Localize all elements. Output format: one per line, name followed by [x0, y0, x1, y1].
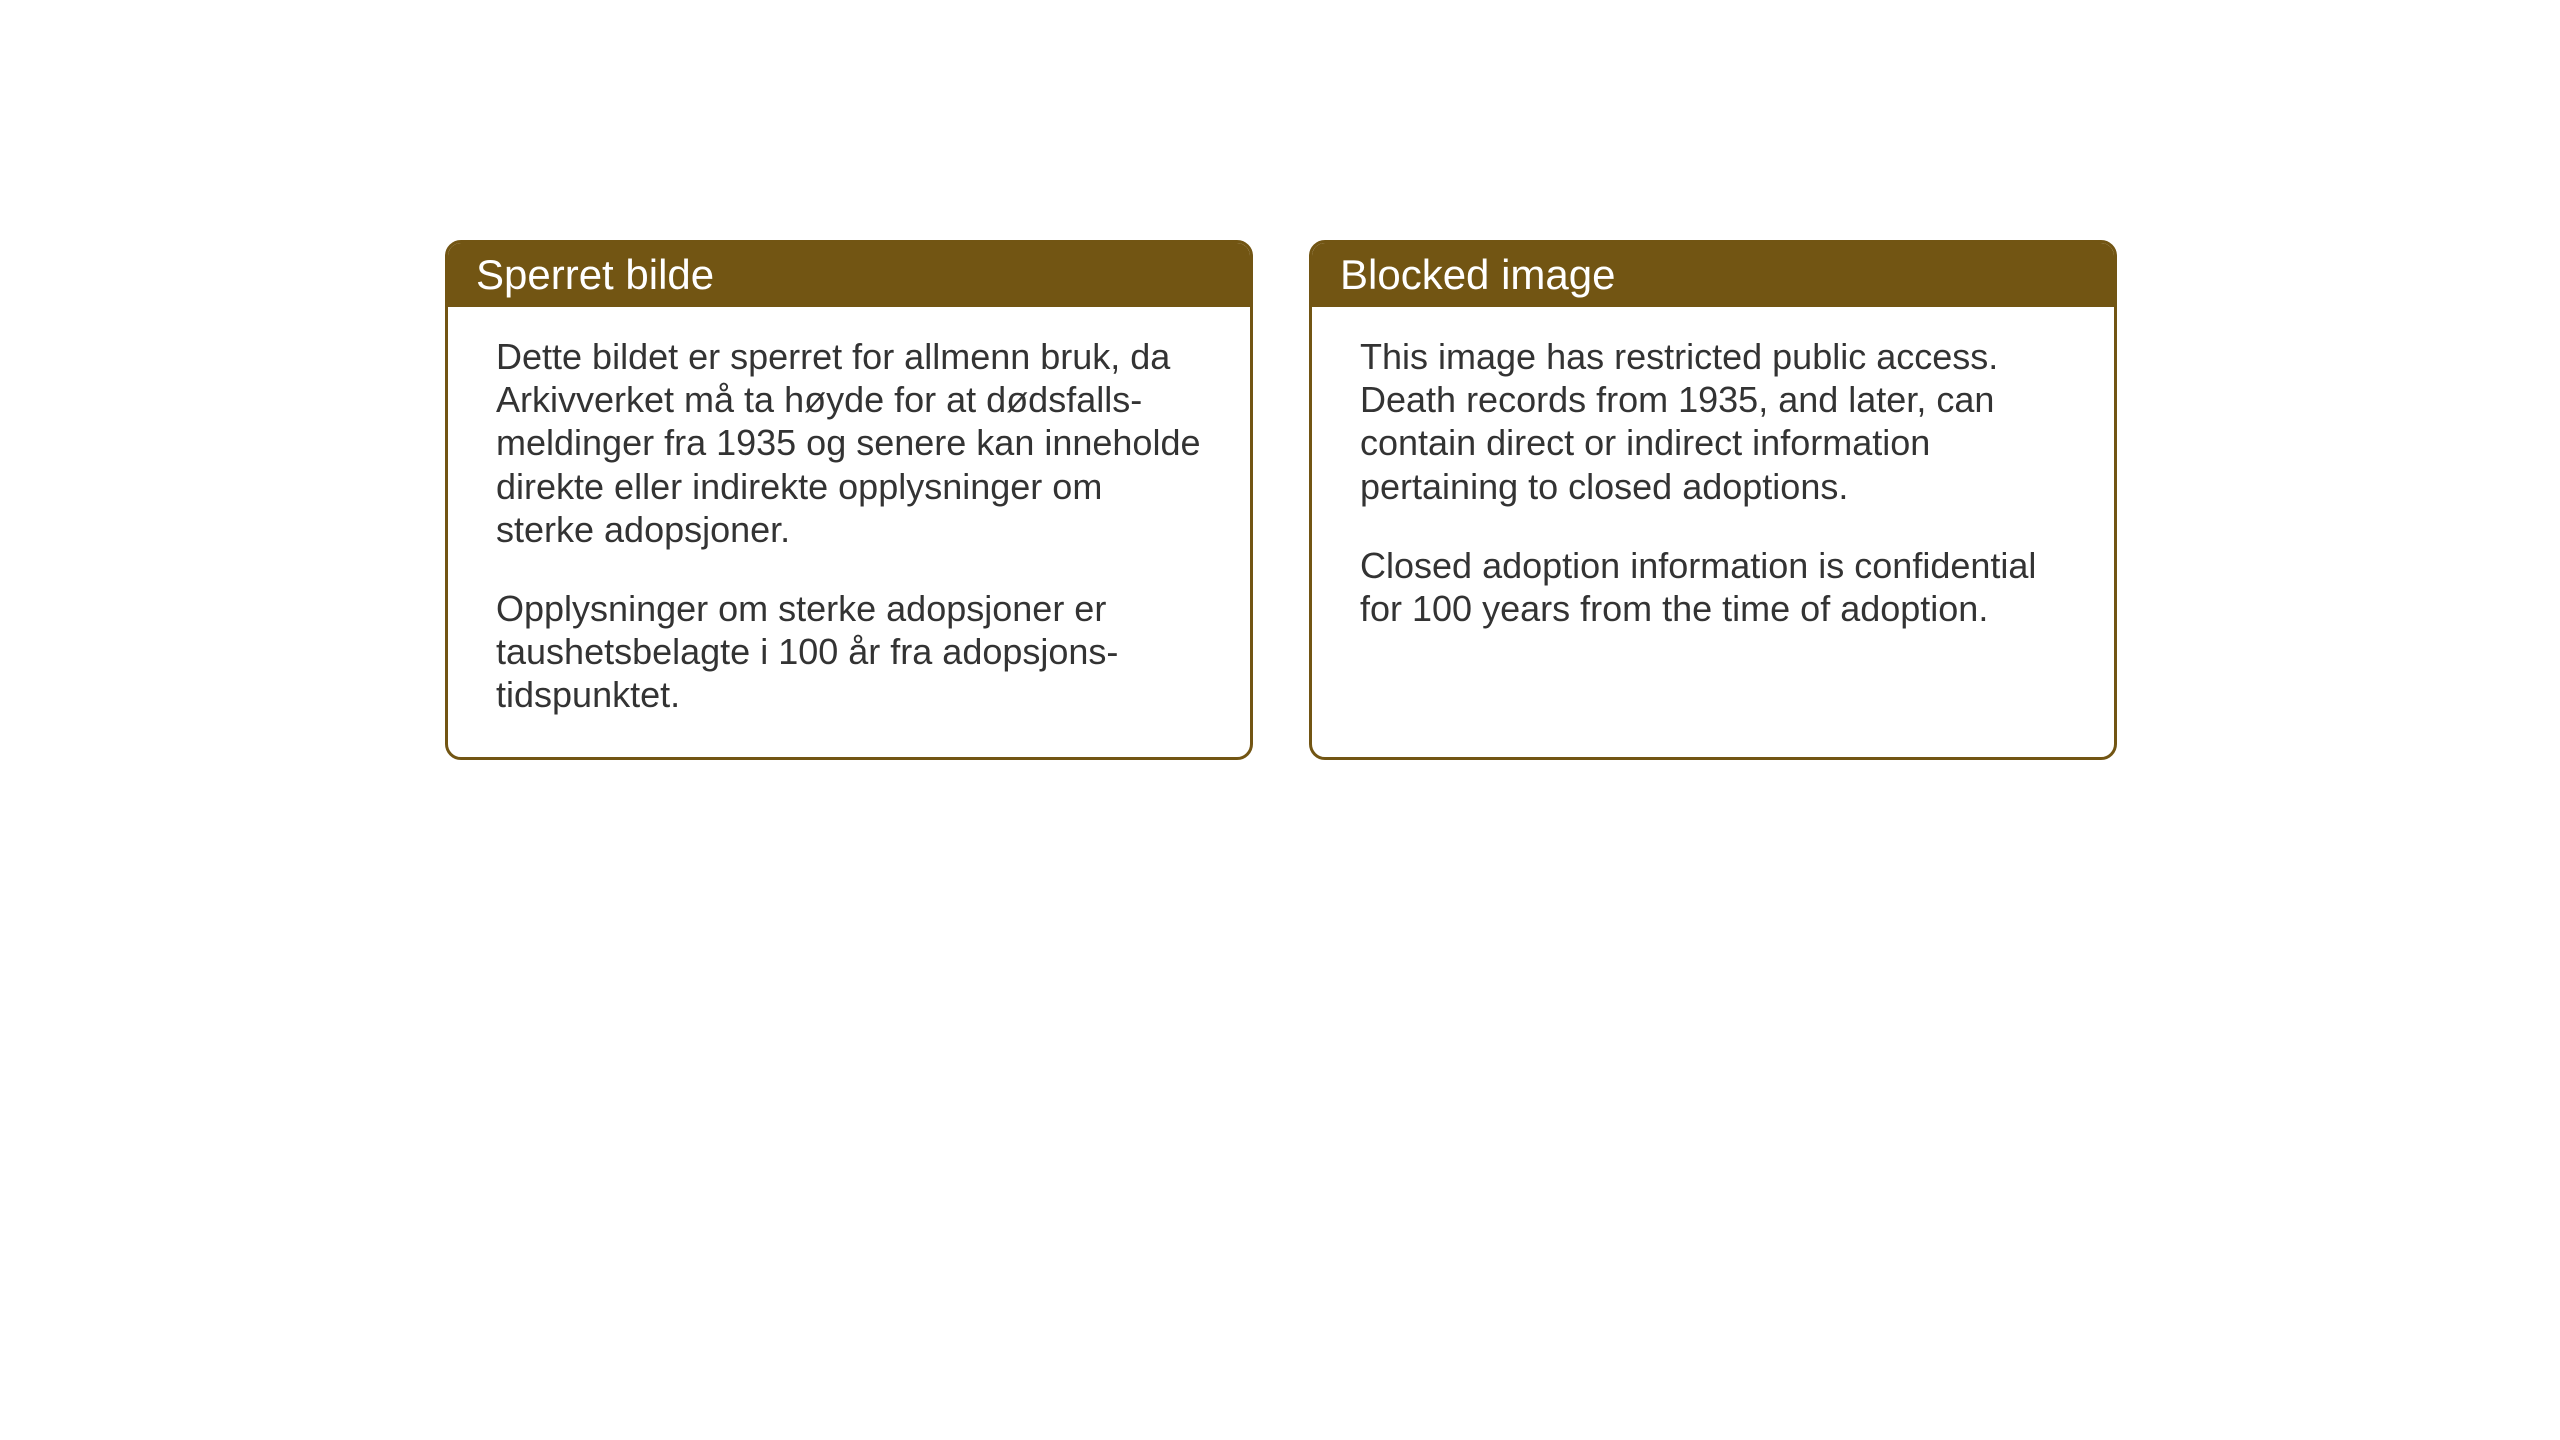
notice-title-norwegian: Sperret bilde — [476, 251, 714, 298]
notice-header-norwegian: Sperret bilde — [448, 243, 1250, 307]
notice-title-english: Blocked image — [1340, 251, 1615, 298]
notice-paragraph-1-english: This image has restricted public access.… — [1360, 335, 2066, 508]
notice-box-norwegian: Sperret bilde Dette bildet er sperret fo… — [445, 240, 1253, 760]
notice-body-norwegian: Dette bildet er sperret for allmenn bruk… — [448, 307, 1250, 757]
notice-paragraph-1-norwegian: Dette bildet er sperret for allmenn bruk… — [496, 335, 1202, 551]
notices-container: Sperret bilde Dette bildet er sperret fo… — [445, 240, 2117, 760]
notice-body-english: This image has restricted public access.… — [1312, 307, 2114, 670]
notice-paragraph-2-norwegian: Opplysninger om sterke adopsjoner er tau… — [496, 587, 1202, 717]
notice-paragraph-2-english: Closed adoption information is confident… — [1360, 544, 2066, 630]
notice-box-english: Blocked image This image has restricted … — [1309, 240, 2117, 760]
notice-header-english: Blocked image — [1312, 243, 2114, 307]
